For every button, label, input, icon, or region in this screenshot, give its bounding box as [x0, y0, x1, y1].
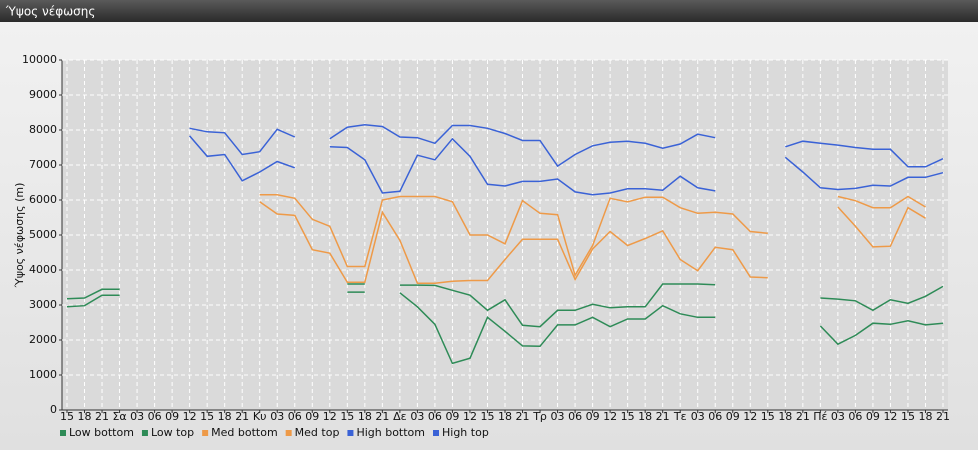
- x-tick-label: 12: [183, 410, 197, 423]
- x-tick-label: 03: [270, 410, 284, 423]
- chart-title: Ύψος νέφωσης: [5, 5, 95, 19]
- legend-swatch: [347, 430, 354, 436]
- legend-label: Med bottom: [211, 426, 278, 439]
- legend-swatch: [141, 430, 148, 436]
- x-tick-label: 06: [848, 410, 862, 423]
- x-tick-label: 18: [918, 410, 932, 423]
- y-tick-label: 6000: [29, 193, 57, 206]
- x-tick-label: 15: [200, 410, 214, 423]
- x-tick-label: 03: [410, 410, 424, 423]
- x-tick-label: 18: [778, 410, 792, 423]
- legend-swatch: [60, 430, 66, 436]
- series-line: [66, 291, 944, 365]
- x-tick-label: 06: [428, 410, 442, 423]
- x-tick-label: 21: [656, 410, 670, 423]
- x-tick-label: 09: [165, 410, 179, 423]
- x-tick-label: 03: [831, 410, 845, 423]
- x-tick-label: 18: [638, 410, 652, 423]
- legend-label: Low top: [151, 426, 194, 439]
- x-tick-label: 03: [691, 410, 705, 423]
- series-line: [259, 201, 926, 285]
- x-tick-label: 21: [375, 410, 389, 423]
- x-tick-label: 21: [796, 410, 810, 423]
- x-tick-label: 15: [621, 410, 635, 423]
- x-tick-label: 09: [586, 410, 600, 423]
- series-line: [189, 135, 944, 196]
- legend-label: High top: [442, 426, 489, 439]
- y-tick-label: 1000: [29, 368, 57, 381]
- x-tick-label: 21: [936, 410, 950, 423]
- y-axis-label: Ύψος νέφωσης (m): [13, 183, 26, 289]
- legend-swatch: [285, 430, 292, 436]
- legend-swatch: [202, 430, 209, 436]
- legend-label: Med top: [295, 426, 340, 439]
- x-tick-label: 21: [95, 410, 109, 423]
- x-tick-label: 18: [78, 410, 92, 423]
- x-tick-label: 15: [761, 410, 775, 423]
- y-tick-label: 3000: [29, 298, 57, 311]
- x-tick-label: 21: [235, 410, 249, 423]
- y-tick-label: 9000: [29, 88, 57, 101]
- x-tick-label: Δε: [393, 410, 407, 423]
- x-tick-label: 09: [726, 410, 740, 423]
- x-tick-label: Τε: [673, 410, 687, 423]
- x-tick-label: Τρ: [532, 410, 547, 423]
- title-bar: [0, 0, 978, 22]
- x-tick-label: Κυ: [253, 410, 267, 423]
- legend-label: High bottom: [356, 426, 425, 439]
- x-tick-label: 18: [498, 410, 512, 423]
- x-tick-label: 09: [305, 410, 319, 423]
- y-tick-label: 8000: [29, 123, 57, 136]
- x-tick-label: Σα: [112, 410, 126, 423]
- x-tick-label: 18: [358, 410, 372, 423]
- x-tick-label: 15: [480, 410, 494, 423]
- y-tick-label: 2000: [29, 333, 57, 346]
- x-tick-label: 06: [148, 410, 162, 423]
- x-tick-label: 06: [708, 410, 722, 423]
- x-tick-label: 18: [218, 410, 232, 423]
- x-tick-label: 15: [340, 410, 354, 423]
- x-tick-label: 03: [130, 410, 144, 423]
- y-tick-label: 4000: [29, 263, 57, 276]
- legend-swatch: [433, 430, 439, 436]
- x-tick-label: Πέ: [813, 410, 827, 423]
- series-line: [259, 194, 926, 278]
- x-tick-label: 12: [743, 410, 757, 423]
- y-tick-label: 5000: [29, 228, 57, 241]
- series-line: [189, 124, 944, 168]
- x-tick-label: 06: [568, 410, 582, 423]
- y-tick-label: 7000: [29, 158, 57, 171]
- y-tick-label: 0: [50, 403, 57, 416]
- series-line: [66, 283, 944, 328]
- x-tick-label: 12: [463, 410, 477, 423]
- x-tick-label: 12: [323, 410, 337, 423]
- y-tick-label: 10000: [22, 53, 57, 66]
- x-tick-label: 09: [866, 410, 880, 423]
- x-tick-label: 09: [445, 410, 459, 423]
- x-tick-label: 12: [883, 410, 897, 423]
- x-tick-label: 12: [603, 410, 617, 423]
- legend-label: Low bottom: [69, 426, 134, 439]
- x-tick-label: 21: [516, 410, 530, 423]
- x-tick-label: 15: [60, 410, 74, 423]
- x-tick-label: 03: [551, 410, 565, 423]
- x-tick-label: 15: [901, 410, 915, 423]
- x-tick-label: 06: [288, 410, 302, 423]
